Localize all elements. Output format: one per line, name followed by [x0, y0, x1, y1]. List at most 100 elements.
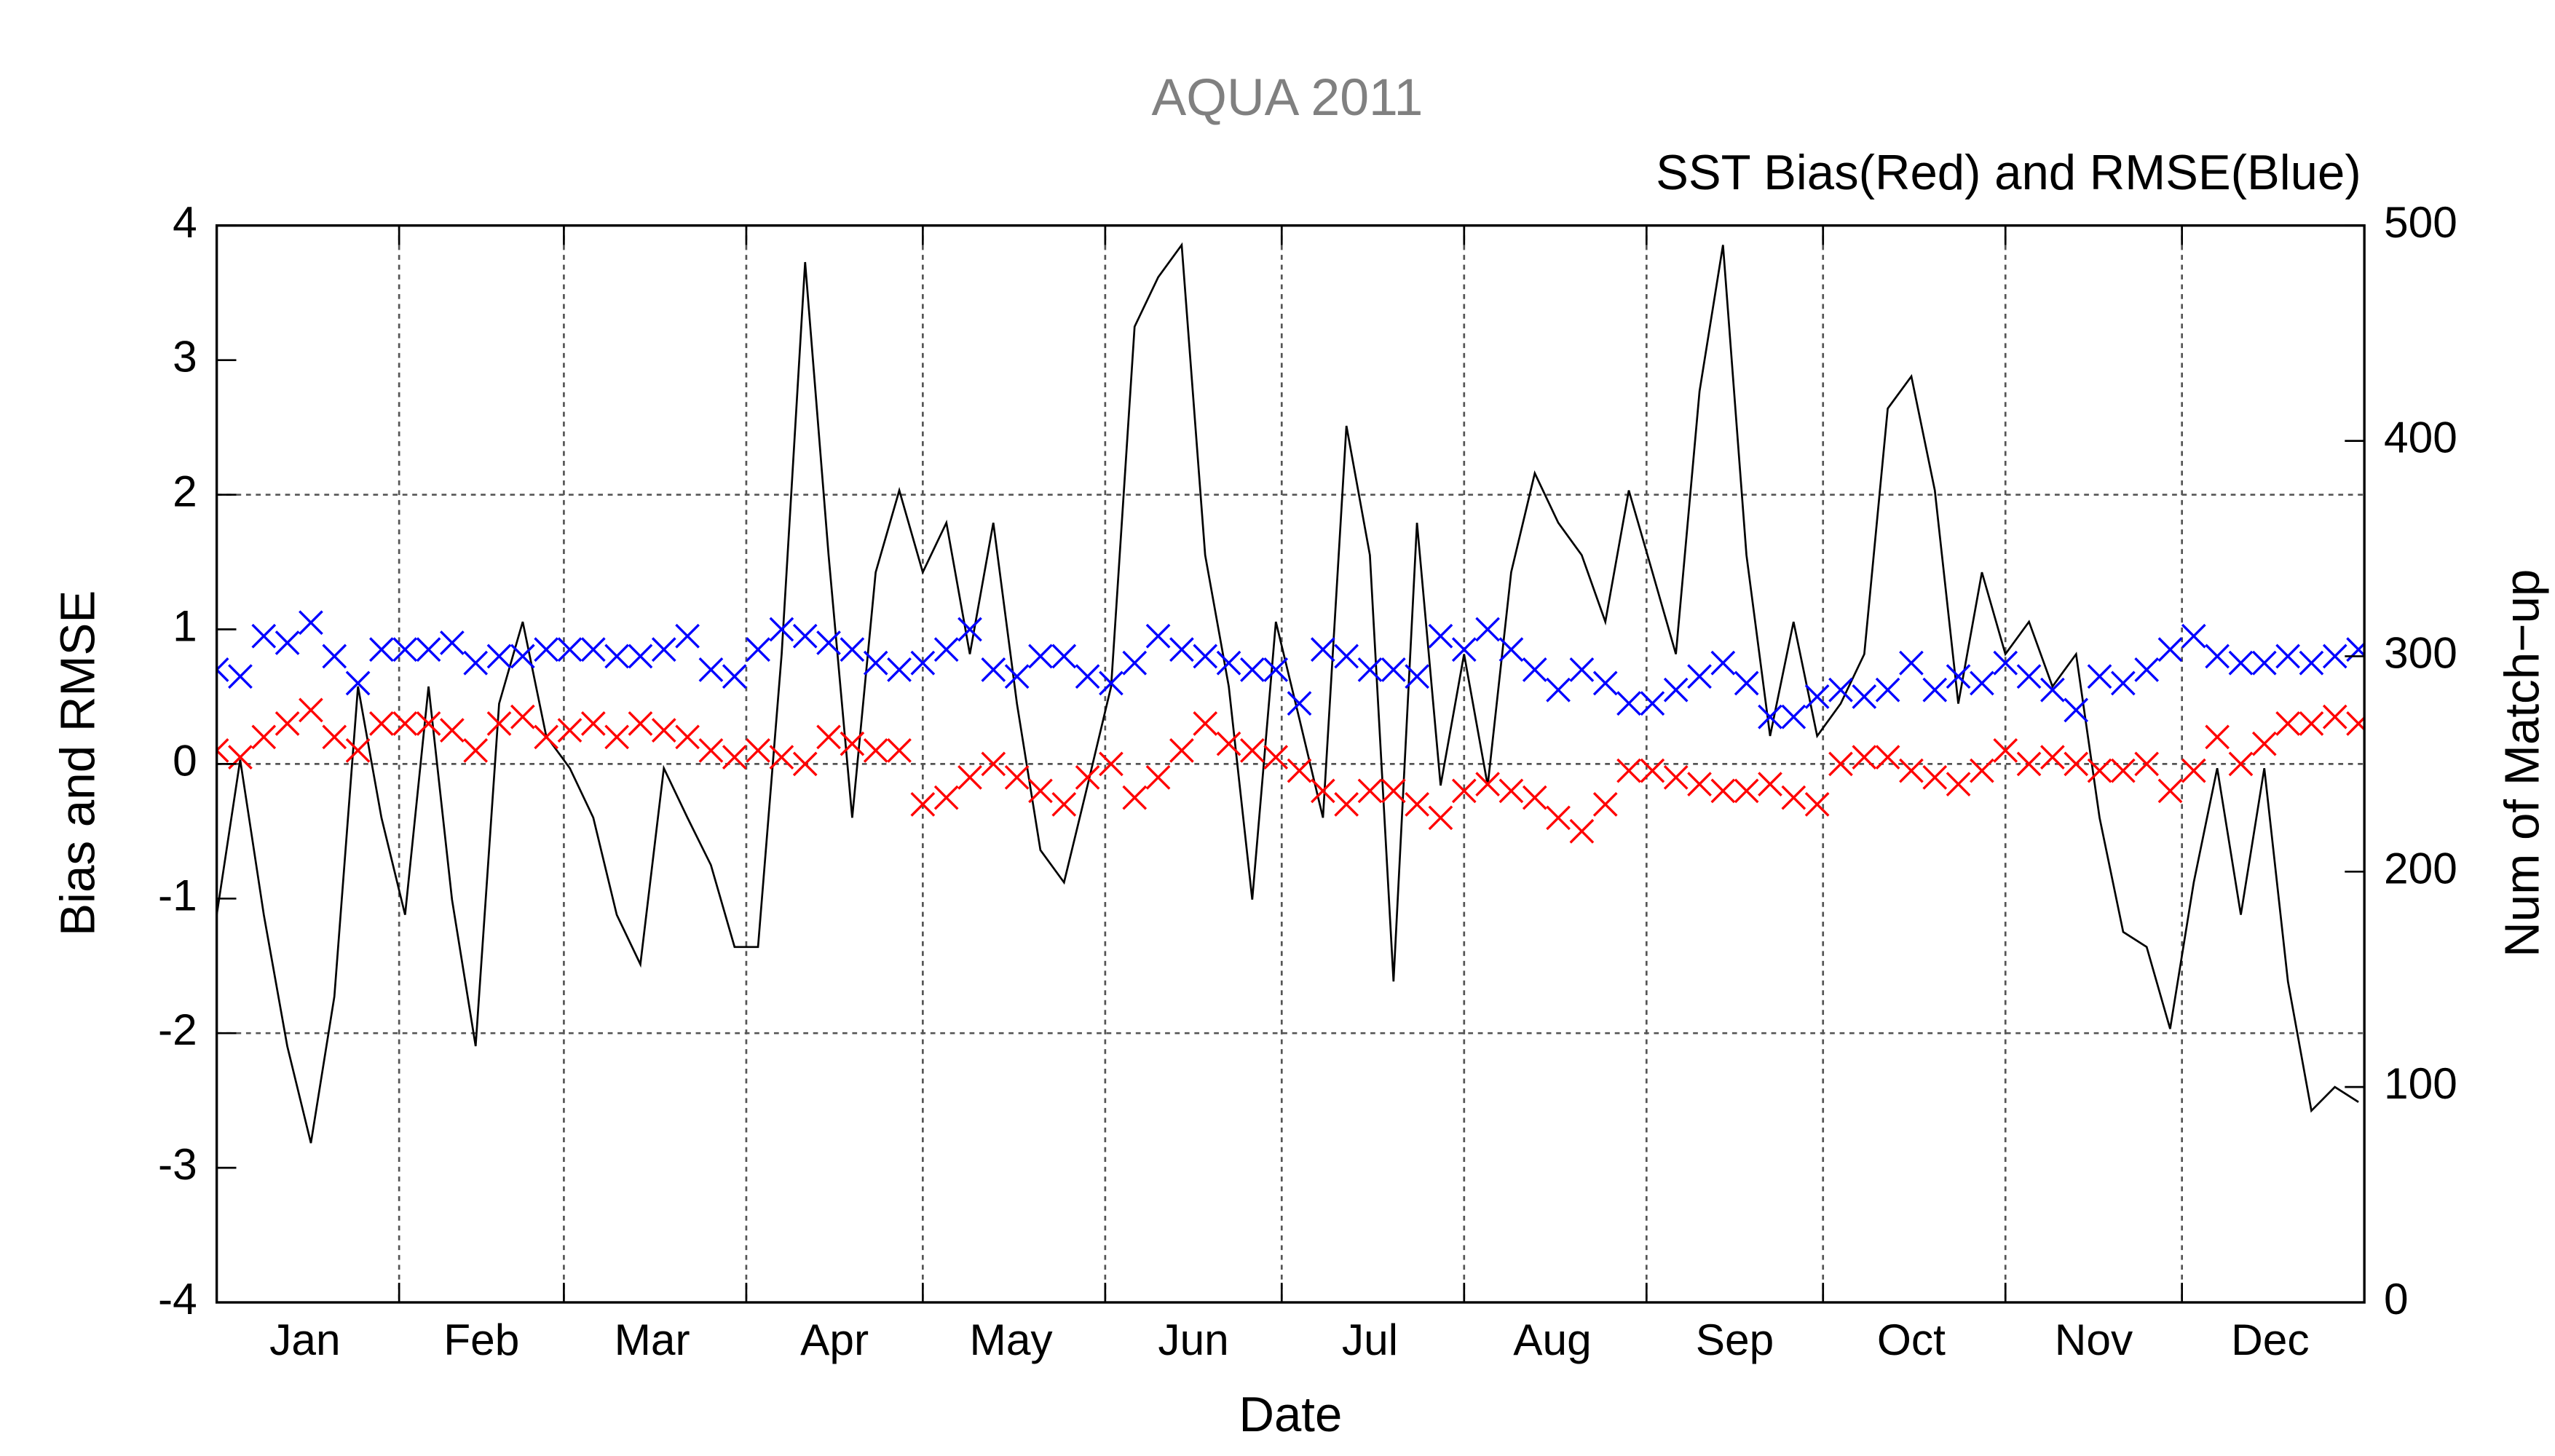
- cross-marker: [1240, 657, 1265, 682]
- cross-marker: [322, 724, 347, 750]
- y2-axis-label: Num of Match−up: [2495, 569, 2550, 957]
- x-tick-label: Aug: [1513, 1315, 1591, 1364]
- axes: Jan Feb Mar Apr May Jun Jul Aug Sep Oct Nov Dec -4 -3…: [158, 197, 2457, 1364]
- cross-marker: [1522, 657, 1547, 682]
- cross-marker: [1687, 772, 1712, 797]
- chart-title: AQUA 2011: [1151, 68, 1423, 127]
- cross-marker: [910, 650, 936, 676]
- cross-marker: [2181, 758, 2206, 783]
- cross-marker: [1075, 664, 1100, 689]
- y-tick-label: 1: [173, 601, 197, 650]
- cross-marker: [1569, 657, 1595, 682]
- cross-marker: [1804, 791, 1830, 817]
- cross-marker: [1616, 758, 1641, 783]
- cross-marker: [1475, 617, 1500, 642]
- cross-marker: [816, 630, 841, 655]
- cross-marker: [1051, 791, 1077, 817]
- y2-tick-label: 200: [2384, 843, 2457, 893]
- cross-marker: [1145, 764, 1171, 790]
- cross-marker: [416, 711, 441, 736]
- cross-marker: [1946, 772, 1971, 797]
- cross-marker: [1334, 644, 1359, 669]
- y-axis-label: Bias and RMSE: [51, 590, 106, 936]
- y2-tick-label: 500: [2384, 197, 2457, 247]
- cross-marker: [1216, 650, 1241, 676]
- cross-marker: [1899, 650, 1924, 676]
- cross-marker: [2181, 623, 2206, 649]
- cross-marker: [1498, 778, 1524, 804]
- x-tick-label: May: [969, 1315, 1053, 1364]
- cross-marker: [1710, 650, 1736, 676]
- cross-marker: [698, 657, 724, 682]
- cross-marker: [2157, 778, 2183, 804]
- cross-marker: [1828, 751, 1853, 777]
- cross-marker: [1145, 623, 1171, 649]
- cross-marker: [275, 711, 300, 736]
- cross-marker: [345, 670, 371, 696]
- cross-marker: [1287, 691, 1312, 716]
- cross-marker: [2110, 758, 2136, 783]
- cross-marker: [1428, 623, 1453, 649]
- cross-marker: [1569, 818, 1595, 844]
- cross-marker: [698, 737, 724, 763]
- cross-marker: [2299, 711, 2324, 736]
- cross-marker: [1993, 737, 2018, 763]
- cross-marker: [2016, 664, 2042, 689]
- cross-marker: [981, 657, 1006, 682]
- cross-marker: [651, 637, 676, 662]
- match-up-line: [216, 242, 2359, 1144]
- cross-marker: [792, 751, 818, 777]
- cross-marker: [1263, 657, 1289, 682]
- cross-marker: [933, 637, 959, 662]
- cross-marker: [1498, 637, 1524, 662]
- x-tick-label: Sep: [1696, 1315, 1774, 1364]
- cross-marker: [463, 650, 489, 676]
- cross-marker: [2299, 650, 2324, 676]
- cross-marker: [1899, 758, 1924, 783]
- cross-marker: [1663, 764, 1689, 790]
- cross-marker: [1687, 664, 1712, 689]
- x-tick-label: Nov: [2055, 1315, 2133, 1364]
- cross-marker: [216, 657, 229, 682]
- cross-marker: [2110, 670, 2136, 696]
- cross-marker: [1781, 785, 1806, 810]
- cross-marker: [1804, 684, 1830, 709]
- cross-marker: [746, 637, 770, 662]
- cross-marker: [769, 617, 794, 642]
- cross-marker: [1546, 677, 1571, 703]
- cross-marker: [2134, 751, 2160, 777]
- cross-marker: [557, 637, 583, 662]
- cross-marker: [463, 737, 489, 763]
- cross-marker: [1381, 657, 1406, 682]
- cross-marker: [1663, 677, 1689, 703]
- cross-marker: [2275, 644, 2300, 669]
- cross-marker: [1099, 751, 1124, 777]
- x-tick-label: Jun: [1158, 1315, 1228, 1364]
- cross-marker: [1734, 778, 1759, 804]
- cross-marker: [1287, 758, 1312, 783]
- cross-marker: [1428, 805, 1453, 831]
- cross-marker: [486, 644, 512, 669]
- y-tick-label: 4: [173, 197, 197, 247]
- cross-marker: [2064, 697, 2089, 723]
- cross-marker: [746, 737, 770, 763]
- cross-marker: [1075, 764, 1100, 790]
- cross-marker: [816, 724, 841, 750]
- cross-marker: [1852, 745, 1877, 770]
- y2-tick-label: 100: [2384, 1059, 2457, 1108]
- cross-marker: [1970, 670, 1994, 696]
- cross-marker: [1169, 737, 1194, 763]
- cross-marker: [486, 711, 512, 736]
- cross-marker: [1334, 791, 1359, 817]
- cross-marker: [1875, 745, 1900, 770]
- cross-marker: [1051, 644, 1077, 669]
- cross-marker: [275, 630, 300, 655]
- cross-marker: [2040, 677, 2065, 703]
- cross-marker: [580, 637, 606, 662]
- cross-marker: [1781, 704, 1806, 729]
- cross-marker: [369, 637, 394, 662]
- cross-marker: [251, 724, 277, 750]
- cross-marker: [1122, 785, 1148, 810]
- cross-marker: [1405, 664, 1429, 689]
